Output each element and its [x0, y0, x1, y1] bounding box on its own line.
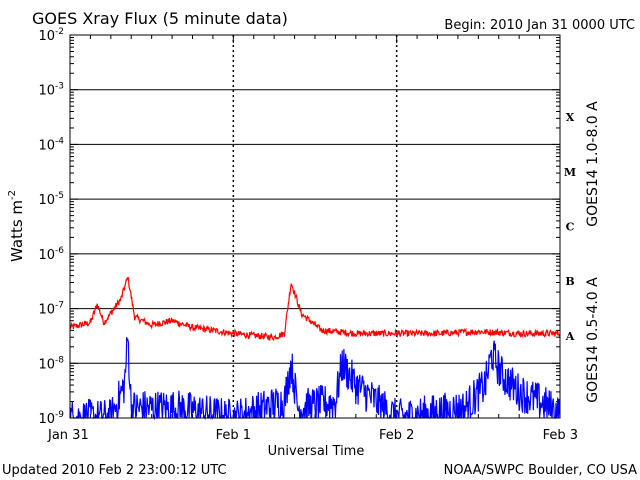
x-tick-label: Feb 3 — [543, 428, 578, 443]
series-line-1 — [69, 337, 561, 421]
y-tick-labels: 10-910-810-710-610-510-410-310-2 — [38, 27, 64, 427]
y-tick-base: 10 — [38, 357, 55, 372]
y-tick-exponent: -4 — [55, 136, 64, 146]
y-tick-base: 10 — [38, 193, 55, 208]
flare-class-labels: A B C M X — [564, 111, 576, 343]
y-tick-base: 10 — [38, 29, 55, 44]
y-tick-label: 10-7 — [38, 301, 64, 318]
x-axis-label: Universal Time — [268, 444, 365, 459]
y-tick-label: 10-4 — [38, 136, 64, 153]
y-tick-label: 10-6 — [38, 246, 64, 263]
begin-label: Begin: 2010 Jan 31 0000 UTC — [444, 18, 635, 33]
flare-class-x: X — [566, 111, 575, 124]
updated-timestamp: Updated 2010 Feb 2 23:00:12 UTC — [2, 463, 227, 478]
y-axis-label: Watts m-2 — [7, 190, 26, 262]
y-tick-exponent: -2 — [55, 27, 64, 37]
y-axis-label-text: Watts m — [8, 200, 26, 262]
flare-class-b: B — [565, 275, 574, 288]
series-layer — [69, 277, 561, 421]
y-tick-exponent: -3 — [55, 82, 64, 92]
y-tick-exponent: -5 — [55, 191, 64, 201]
x-tick-label: Feb 2 — [379, 428, 414, 443]
x-tick-label: Jan 31 — [47, 428, 89, 443]
flare-class-c: C — [566, 221, 575, 234]
flare-class-a: A — [565, 330, 575, 343]
y-tick-exponent: -8 — [55, 355, 64, 365]
y-tick-label: 10-5 — [38, 191, 64, 208]
y-tick-base: 10 — [38, 412, 55, 427]
y-tick-exponent: -6 — [55, 246, 64, 256]
y-tick-label: 10-2 — [38, 27, 64, 44]
grid-lines — [70, 35, 560, 418]
x-tick-label: Feb 1 — [216, 428, 251, 443]
legend-series-long: GOES14 1.0-8.0 A — [585, 101, 601, 227]
credit-label: NOAA/SWPC Boulder, CO USA — [444, 463, 637, 478]
legend-series-short: GOES14 0.5-4.0 A — [585, 277, 601, 403]
chart-title: GOES Xray Flux (5 minute data) — [32, 9, 288, 28]
y-tick-base: 10 — [38, 303, 55, 318]
y-axis-label-group: Watts m-2 — [7, 190, 26, 262]
x-tick-labels: Jan 31 Feb 1 Feb 2 Feb 3 — [47, 428, 578, 443]
y-tick-base: 10 — [38, 248, 55, 263]
series-line-0 — [69, 277, 561, 342]
y-tick-label: 10-8 — [38, 355, 64, 372]
y-axis-label-exponent: -2 — [7, 190, 18, 200]
y-tick-label: 10-9 — [38, 410, 64, 427]
y-tick-base: 10 — [38, 84, 55, 99]
y-tick-base: 10 — [38, 138, 55, 153]
plot-frame — [69, 34, 561, 419]
y-tick-label: 10-3 — [38, 82, 64, 99]
y-tick-exponent: -7 — [55, 301, 64, 311]
flare-class-m: M — [564, 166, 576, 179]
y-tick-exponent: -9 — [55, 410, 64, 420]
